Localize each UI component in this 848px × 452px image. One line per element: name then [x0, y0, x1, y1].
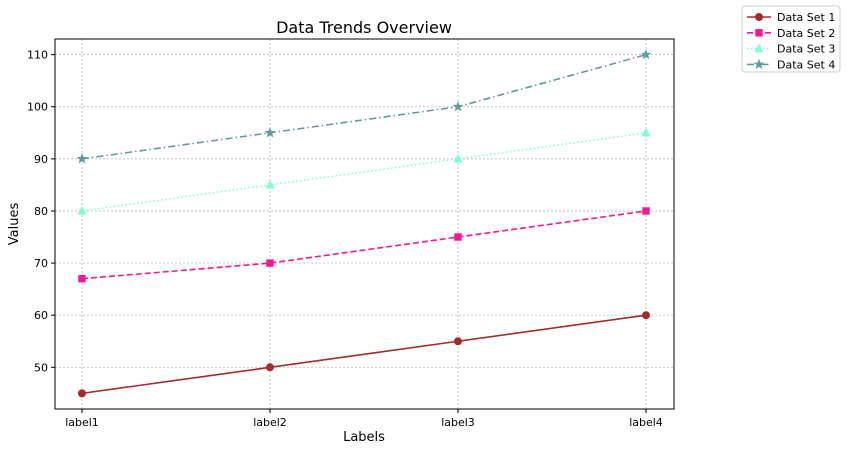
x-axis-ticks: label1 label2 label3 label4 [65, 409, 663, 429]
data-point [452, 100, 464, 112]
legend-item: Data Set 1 [747, 11, 835, 24]
x-tick-label: label1 [65, 416, 99, 429]
legend-label: Data Set 1 [777, 11, 835, 24]
data-point [266, 259, 274, 267]
series-group [76, 48, 652, 398]
legend-label: Data Set 2 [777, 27, 835, 40]
legend-item: Data Set 3 [747, 43, 835, 56]
data-point [77, 205, 87, 215]
data-point [453, 337, 462, 346]
legend-box [741, 5, 841, 73]
x-tick-label: label4 [629, 416, 663, 429]
series-2 [78, 207, 650, 283]
x-tick-label: label2 [253, 416, 287, 429]
legend-item: Data Set 4 [747, 58, 835, 71]
data-point [453, 153, 463, 163]
data-point [78, 275, 86, 283]
legend-marker [755, 12, 764, 21]
y-axis-title: Values [7, 203, 22, 246]
legend-item: Data Set 2 [747, 27, 835, 40]
legend-marker [753, 58, 765, 70]
series-line [81, 314, 647, 395]
x-tick-label: label3 [441, 416, 475, 429]
series-3 [77, 127, 651, 215]
data-point [264, 127, 276, 138]
data-point [265, 179, 275, 189]
y-tick-label: 60 [34, 309, 48, 322]
y-tick-label: 80 [34, 205, 48, 218]
y-tick-label: 90 [34, 153, 48, 166]
y-tick-label: 50 [34, 361, 48, 374]
chart-title: Data Trends Overview [276, 18, 452, 37]
series-line [81, 132, 647, 212]
legend: Data Set 1 Data Set 2 Data Set 3 Data Set 4 [741, 5, 841, 73]
data-point [454, 233, 462, 241]
series-line [81, 210, 647, 280]
grid [55, 39, 674, 409]
data-point [78, 389, 87, 398]
data-point [642, 311, 651, 320]
data-point [265, 363, 274, 372]
plot-frame [54, 38, 675, 410]
data-point [641, 127, 651, 137]
legend-label: Data Set 4 [777, 58, 835, 71]
x-axis-title: Labels [343, 430, 385, 445]
data-point [640, 48, 652, 60]
y-tick-label: 110 [27, 49, 48, 62]
y-tick-label: 70 [34, 257, 48, 270]
legend-marker [755, 29, 763, 37]
series-4 [76, 48, 652, 164]
data-point [76, 153, 88, 164]
y-tick-label: 100 [27, 101, 48, 114]
legend-label: Data Set 3 [777, 43, 835, 56]
legend-marker [754, 43, 764, 53]
series-1 [78, 311, 651, 398]
y-axis-ticks: 50 60 70 80 90 100 110 [27, 49, 55, 374]
data-point [642, 207, 650, 215]
